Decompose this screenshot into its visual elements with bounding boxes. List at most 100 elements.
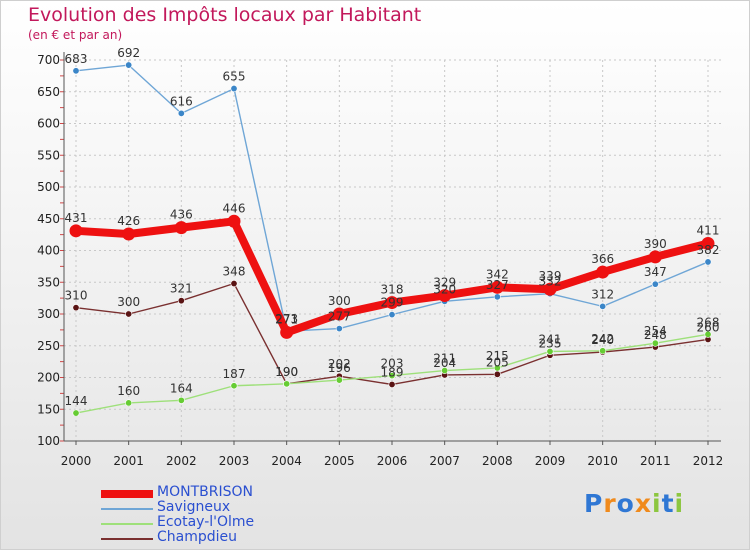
legend: MONTBRISON Savigneux Ecotay-l'Olme Champdie… — [101, 484, 351, 546]
data-point — [651, 339, 659, 347]
data-label: 240 — [591, 333, 614, 347]
data-label: 431 — [65, 211, 88, 225]
data-label: 299 — [381, 296, 404, 310]
axes: 100 150 200 250 300 350 400 450 500 550 600 650 700 2… — [37, 52, 723, 468]
y-tick-label: 350 — [37, 275, 60, 289]
legend-label: Champdieu — [157, 529, 238, 545]
legend-item: Champdieu — [101, 529, 351, 546]
legend-label: Ecotay-l'Olme — [157, 514, 255, 530]
data-point — [125, 61, 133, 69]
x-tick-label: 2002 — [166, 454, 197, 468]
x-tick-label: 2000 — [61, 454, 92, 468]
data-label: 235 — [539, 336, 562, 350]
y-tick-label: 450 — [37, 212, 60, 226]
data-label: 254 — [644, 324, 667, 338]
data-point — [599, 347, 607, 355]
data-point — [493, 370, 501, 378]
data-point — [122, 227, 136, 241]
y-tick-label: 600 — [37, 117, 60, 131]
logo-letter: x — [634, 489, 652, 518]
logo-letter: o — [616, 489, 635, 518]
data-label: 277 — [328, 310, 351, 324]
data-point — [493, 293, 501, 301]
data-point — [230, 280, 238, 288]
data-point — [388, 380, 396, 388]
data-point — [72, 409, 80, 417]
data-label: 205 — [486, 355, 509, 369]
legend-swatch — [101, 507, 153, 510]
data-label: 164 — [170, 381, 193, 395]
data-label: 190 — [275, 365, 298, 379]
data-label: 616 — [170, 94, 193, 108]
data-point — [493, 364, 501, 372]
legend-item: Savigneux — [101, 499, 351, 516]
data-label: 241 — [539, 332, 562, 346]
data-label: 187 — [223, 367, 246, 381]
y-tick-label: 150 — [37, 402, 60, 416]
data-label: 144 — [65, 394, 88, 408]
data-label: 268 — [697, 315, 720, 329]
data-point — [177, 297, 185, 305]
data-label: 436 — [170, 208, 193, 222]
data-label: 348 — [223, 265, 246, 279]
logo-letter: i — [652, 489, 662, 518]
data-label: 242 — [591, 332, 614, 346]
data-point — [335, 325, 343, 333]
data-label: 273 — [275, 312, 298, 326]
legend-item: Ecotay-l'Olme — [101, 514, 351, 531]
data-point — [230, 85, 238, 93]
y-tick-label: 550 — [37, 148, 60, 162]
data-point — [441, 367, 449, 375]
data-label: 318 — [381, 283, 404, 297]
data-label: 382 — [697, 243, 720, 257]
data-label: 426 — [117, 214, 140, 228]
data-labels: 310 300 321 348 190 202 189 204 205 235 240 248 260 1… — [65, 46, 720, 408]
data-point — [546, 347, 554, 355]
data-label: 271 — [275, 312, 298, 326]
markers — [69, 61, 715, 417]
data-point — [388, 372, 396, 380]
data-label: 683 — [65, 52, 88, 66]
data-point — [69, 224, 83, 238]
logo-letter: i — [674, 489, 685, 518]
y-tick-label: 250 — [37, 339, 60, 353]
data-label: 312 — [591, 287, 614, 301]
data-label: 300 — [328, 294, 351, 308]
data-point — [490, 280, 504, 294]
logo-letter: P — [584, 489, 604, 518]
x-tick-label: 2008 — [482, 454, 513, 468]
y-tick-label: 700 — [37, 53, 60, 67]
data-label: 260 — [697, 320, 720, 334]
x-tick-label: 2010 — [587, 454, 618, 468]
data-point — [599, 302, 607, 310]
logo-letter: t — [661, 489, 675, 518]
data-label: 655 — [223, 70, 246, 84]
data-point — [72, 67, 80, 75]
data-label: 390 — [644, 237, 667, 251]
y-tick-label: 400 — [37, 244, 60, 258]
x-tick-label: 2012 — [693, 454, 724, 468]
y-tick-label: 650 — [37, 85, 60, 99]
data-point — [543, 282, 557, 296]
data-label: 366 — [591, 252, 614, 266]
data-label: 446 — [223, 201, 246, 215]
data-point — [704, 330, 712, 338]
data-point — [704, 258, 712, 266]
data-label: 411 — [697, 224, 720, 238]
legend-swatch — [101, 537, 153, 540]
x-tick-label: 2001 — [113, 454, 144, 468]
data-point — [227, 214, 241, 228]
x-tick-label: 2006 — [377, 454, 408, 468]
data-point — [438, 289, 452, 303]
legend-swatch — [101, 522, 153, 525]
data-point — [72, 304, 80, 312]
data-label: 329 — [433, 276, 456, 290]
data-point — [648, 250, 662, 264]
data-label: 248 — [644, 328, 667, 342]
data-label: 692 — [117, 46, 140, 60]
data-label: 342 — [486, 267, 509, 281]
data-point — [177, 396, 185, 404]
data-label: 160 — [117, 384, 140, 398]
